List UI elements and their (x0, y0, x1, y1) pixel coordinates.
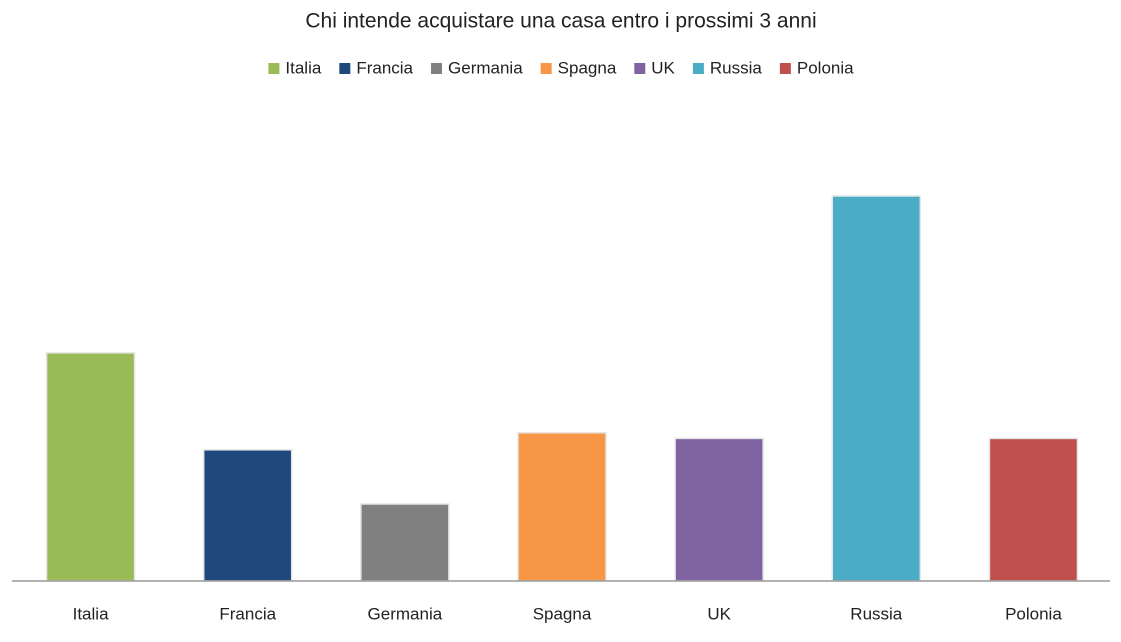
chart-title: Chi intende acquistare una casa entro i … (305, 10, 816, 33)
bar (831, 195, 922, 582)
x-tick-label: Spagna (533, 604, 592, 623)
legend-label: Russia (710, 58, 763, 77)
legend-item: Germania (431, 58, 523, 77)
x-tick-label: Francia (219, 604, 276, 623)
legend-label: Spagna (558, 58, 617, 77)
legend-label: Polonia (797, 58, 854, 77)
legend-swatch (634, 63, 646, 74)
bar (45, 352, 136, 582)
legend-label: Germania (448, 58, 523, 77)
legend-item: Polonia (779, 58, 854, 77)
bar (202, 449, 293, 582)
x-tick-label: Germania (368, 604, 443, 623)
legend-swatch (540, 63, 552, 74)
x-tick-label: Polonia (1005, 604, 1062, 623)
legend-swatch (268, 63, 280, 74)
x-tick-label: UK (707, 604, 731, 623)
bar (988, 437, 1079, 582)
legend-label: UK (651, 58, 675, 77)
bar (360, 503, 450, 582)
legend-label: Italia (285, 58, 321, 77)
legend-item: Russia (692, 58, 763, 77)
legend-item: Italia (268, 58, 322, 77)
legend-swatch (339, 63, 351, 74)
legend-item: UK (634, 58, 676, 77)
legend-item: Francia (339, 58, 414, 77)
legend-label: Francia (356, 58, 413, 77)
bar (517, 431, 607, 582)
legend: Italia Francia Germania Spagna UK Russia Polon… (268, 58, 854, 77)
legend-swatch (692, 63, 704, 74)
legend-swatch (779, 63, 791, 74)
legend-swatch (431, 63, 443, 74)
x-tick-label: Russia (850, 604, 903, 623)
bar (674, 437, 764, 582)
x-tick-label: Italia (73, 604, 109, 623)
legend-item: Spagna (540, 58, 617, 77)
